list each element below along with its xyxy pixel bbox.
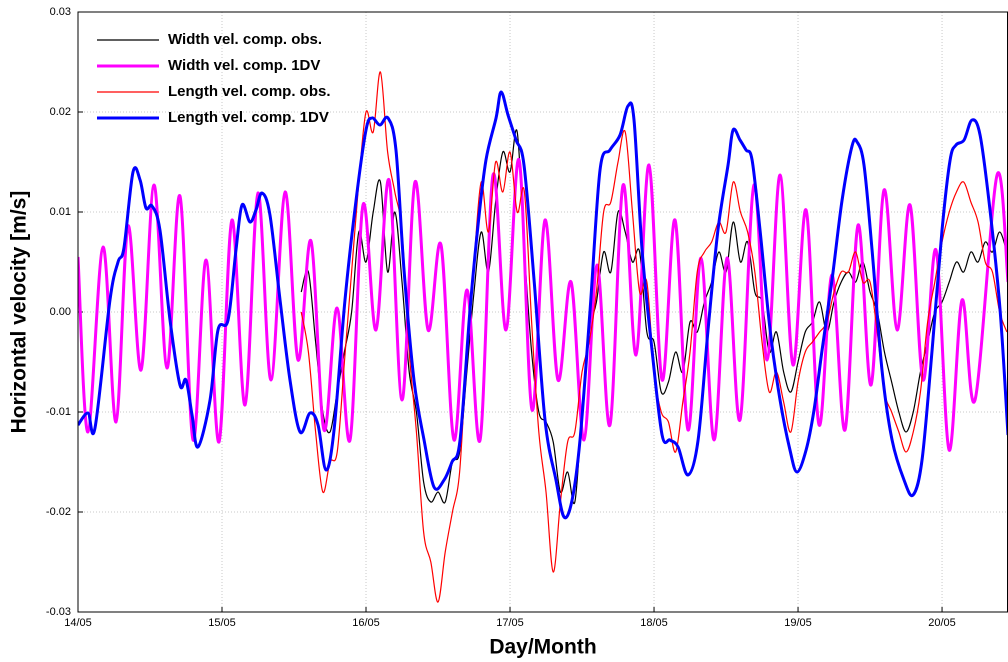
y-tick-label: -0.02: [46, 506, 71, 518]
x-tick-label: 14/05: [64, 617, 92, 629]
x-tick-label: 16/05: [352, 617, 380, 629]
y-tick-label: -0.01: [46, 406, 71, 418]
legend-label: Width vel. comp. 1DV: [168, 57, 320, 74]
y-tick-label: 0.02: [50, 106, 71, 118]
x-tick-label: 15/05: [208, 617, 236, 629]
x-tick-label: 17/05: [496, 617, 524, 629]
series-line: [78, 90, 1008, 520]
y-tick-label: 0.03: [50, 6, 71, 18]
x-tick-label: 19/05: [784, 617, 812, 629]
series-line: [300, 129, 1008, 505]
plot-frame: [77, 11, 1008, 613]
legend-label: Length vel. comp. obs.: [168, 83, 331, 100]
y-axis-label: Horizontal velocity [m/s]: [8, 191, 31, 434]
legend-label: Length vel. comp. 1DV: [168, 109, 329, 126]
y-tick-label: 0.00: [50, 306, 71, 318]
y-tick-label: -0.03: [46, 606, 71, 618]
y-tick-label: 0.01: [50, 206, 71, 218]
x-axis-label: Day/Month: [489, 636, 596, 659]
legend-label: Width vel. comp. obs.: [168, 31, 322, 48]
x-tick-label: 18/05: [640, 617, 668, 629]
series-line: [78, 158, 1008, 452]
x-tick-label: 20/05: [928, 617, 956, 629]
